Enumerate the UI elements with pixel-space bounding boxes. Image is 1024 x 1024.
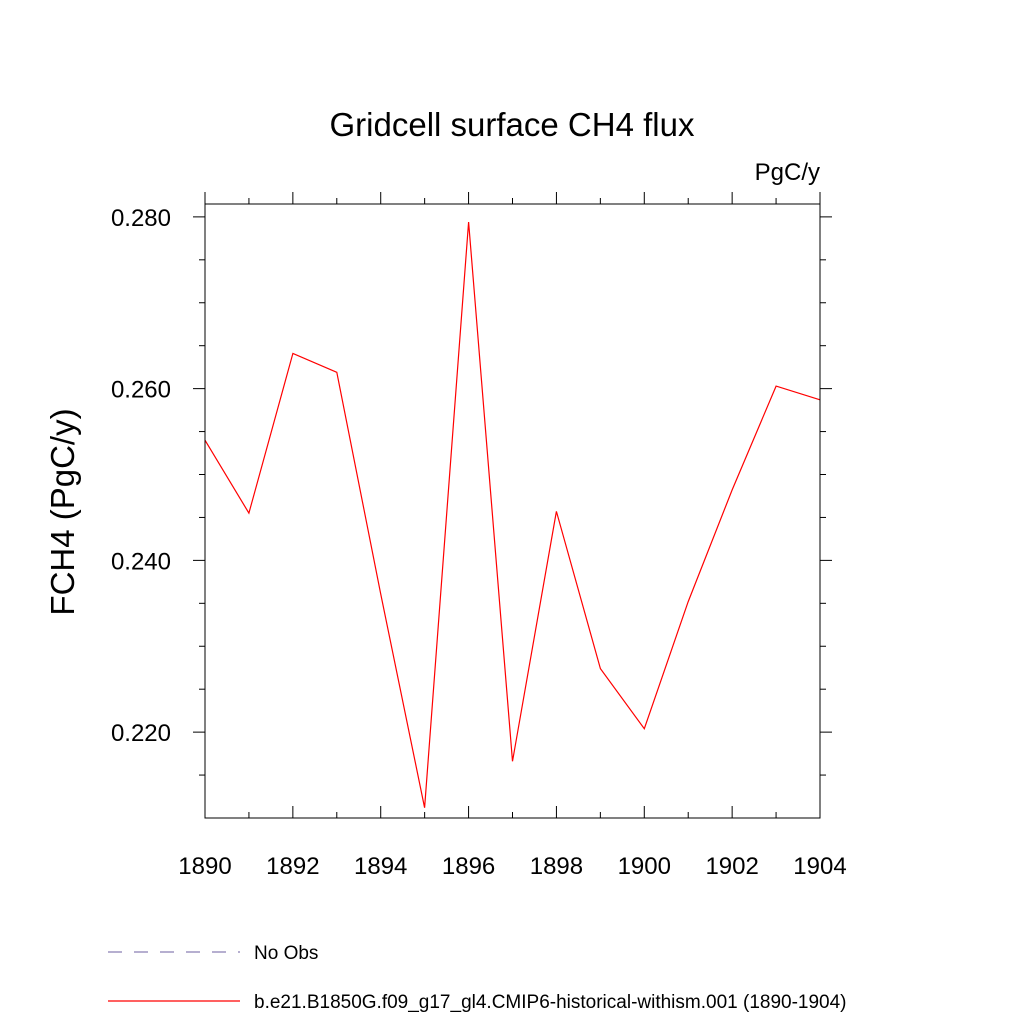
units-label: PgC/y [755, 159, 820, 186]
x-tick-labels: 1890 1892 1894 1896 1898 1900 1902 1904 [178, 853, 846, 880]
y-tick-label: 0.240 [111, 548, 171, 575]
legend-label: b.e21.B1850G.f09_g17_gl4.CMIP6-historica… [254, 992, 847, 1013]
legend: No Obs b.e21.B1850G.f09_g17_gl4.CMIP6-his… [108, 943, 847, 1013]
series-line [204, 221, 821, 808]
y-axis-label: FCH4 (PgC/y) [44, 408, 81, 615]
x-tick-label: 1898 [530, 853, 583, 880]
y-tick-label: 0.280 [111, 205, 171, 232]
x-tick-label: 1902 [705, 853, 758, 880]
x-tick-label: 1900 [618, 853, 671, 880]
y-tick-label: 0.260 [111, 377, 171, 404]
x-tick-label: 1896 [442, 853, 495, 880]
axis-ticks [193, 192, 832, 818]
x-tick-label: 1890 [178, 853, 231, 880]
chart-title: Gridcell surface CH4 flux [330, 106, 695, 143]
y-tick-labels: 0.220 0.240 0.260 0.280 [111, 205, 171, 747]
x-tick-label: 1894 [354, 853, 407, 880]
plot-frame [204, 203, 821, 819]
legend-label: No Obs [254, 943, 318, 964]
series-layer [204, 221, 821, 808]
x-tick-label: 1892 [266, 853, 319, 880]
y-tick-label: 0.220 [111, 720, 171, 747]
x-tick-label: 1904 [793, 853, 846, 880]
